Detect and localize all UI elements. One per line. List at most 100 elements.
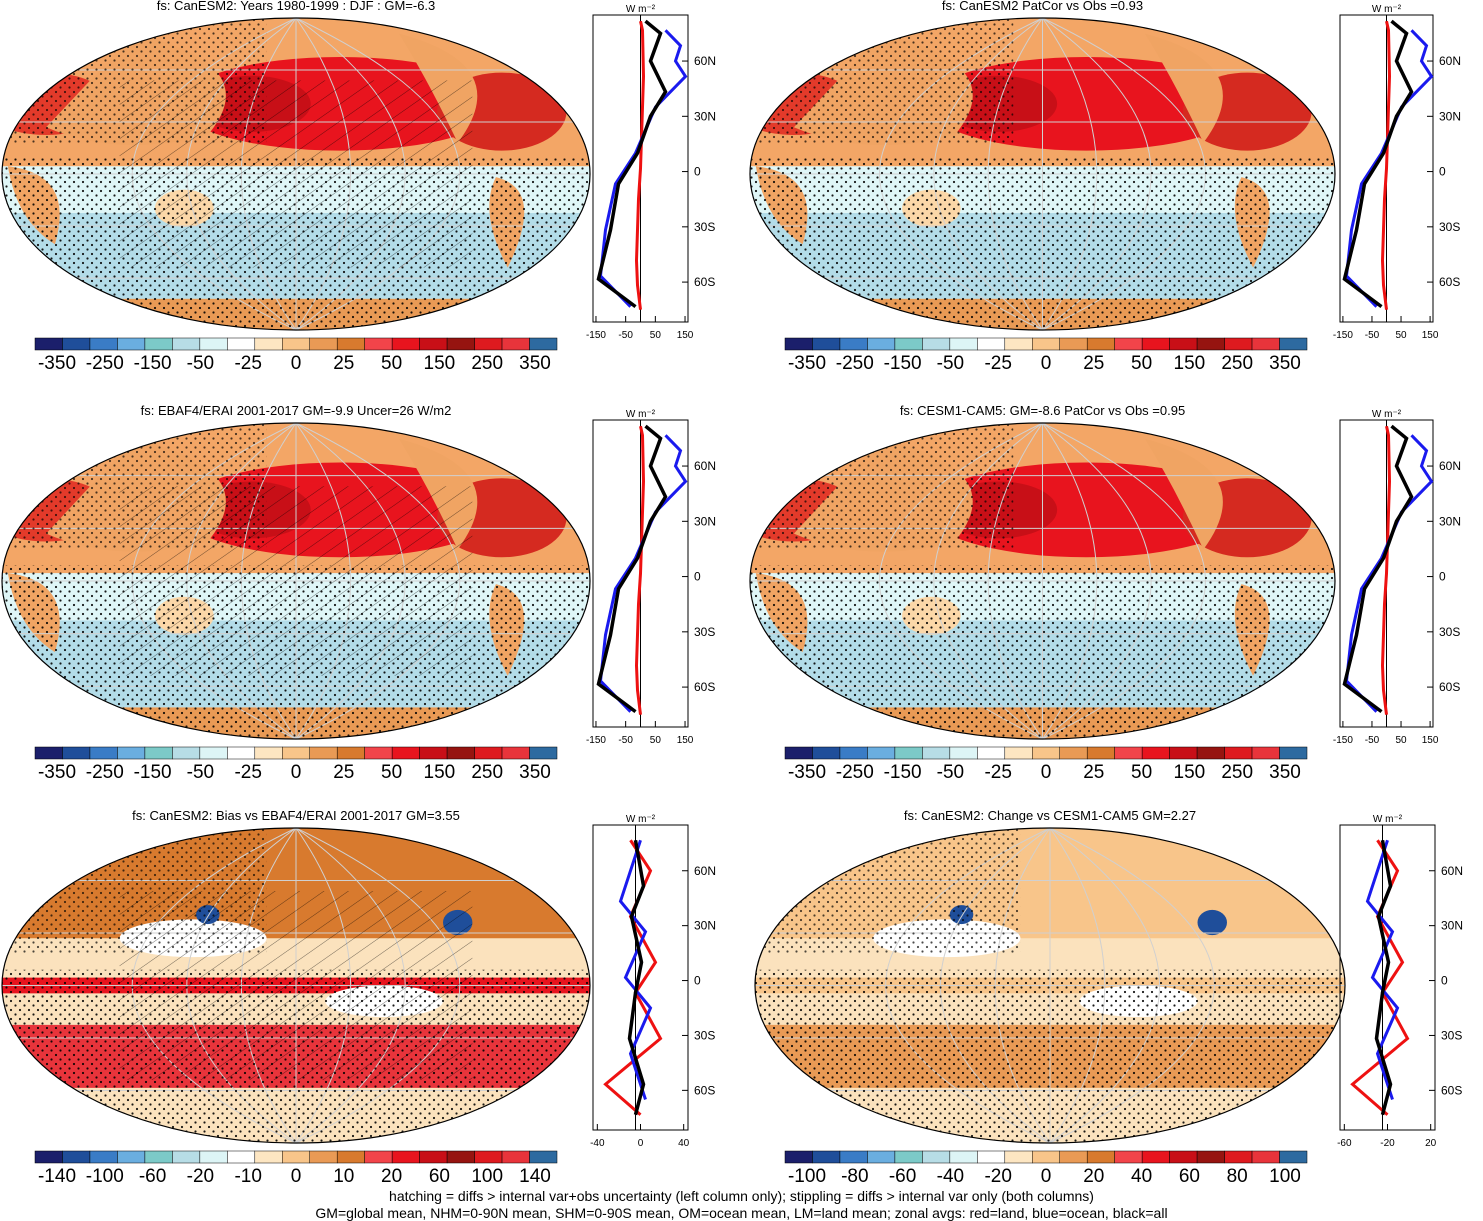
zonal-all-curve xyxy=(1342,19,1414,309)
colorbar-box xyxy=(1059,337,1088,351)
map-figure: 60N 30N 0 30S 60S W m⁻² -150 -50 50 150 xyxy=(749,4,1461,351)
colorbar-box xyxy=(1004,746,1033,760)
zonal-land-curve xyxy=(634,425,646,715)
colorbar-box xyxy=(227,746,256,760)
colorbar-tick-label: 250 xyxy=(1221,353,1254,374)
colorbar-tick-label: -60 xyxy=(138,1166,167,1187)
colorbar-tick-label: 60 xyxy=(428,1166,450,1187)
colorbar-box xyxy=(529,746,558,760)
colorbar-box xyxy=(336,746,365,760)
latitude-label: 30S xyxy=(1439,220,1460,234)
colorbar-box xyxy=(419,1150,448,1164)
map-field xyxy=(2,827,590,1143)
colorbar-tick-label: 350 xyxy=(519,353,551,374)
zonal-tick-label: 50 xyxy=(1395,735,1407,746)
latitude-label: 60S xyxy=(1439,680,1460,694)
zonal-mean-plot: 60N 30N 0 30S 60S W m⁻² -150 -50 50 150 xyxy=(1333,4,1461,341)
latitude-label: 60S xyxy=(694,680,715,694)
latitude-label: 30S xyxy=(694,1028,715,1042)
colorbar-box xyxy=(199,337,228,351)
colorbar-box xyxy=(1224,746,1253,760)
colorbar-box xyxy=(812,746,841,760)
latitude-label: 30S xyxy=(694,625,715,639)
colorbar-box xyxy=(172,1150,201,1164)
map-figure: 60N 30N 0 30S 60S W m⁻² -60 -20 20 xyxy=(754,814,1463,1164)
colorbar-tick-label: 50 xyxy=(381,762,403,783)
colorbar-box xyxy=(309,746,338,760)
colorbar-tick-label: 20 xyxy=(381,1166,403,1187)
zonal-tick-label: -50 xyxy=(618,330,633,341)
colorbar-tick-label: 25 xyxy=(1083,762,1105,783)
latitude-label: 60N xyxy=(694,459,716,473)
zonal-tick-label: 50 xyxy=(1395,330,1407,341)
colorbar-box xyxy=(89,337,118,351)
colorbar-box xyxy=(1279,1150,1308,1164)
colorbar-box xyxy=(1032,746,1060,760)
map-outline xyxy=(1,422,591,740)
colorbar-box xyxy=(949,1150,978,1164)
colorbar-tick-label: -350 xyxy=(787,762,827,783)
colorbar-box xyxy=(62,337,91,351)
colorbar-box xyxy=(1114,746,1143,760)
colorbar-box xyxy=(172,746,201,760)
map-outline xyxy=(1,17,591,331)
colorbar-tick-label: -25 xyxy=(984,762,1012,783)
latitude-label: 30S xyxy=(1439,625,1460,639)
colorbar-box xyxy=(1279,337,1308,351)
colorbar-tick-label: -80 xyxy=(841,1166,869,1187)
colorbar-tick-label: 20 xyxy=(1083,1166,1105,1187)
map-field xyxy=(755,827,1345,1143)
colorbar-box xyxy=(419,337,448,351)
colorbar-tick-label: -350 xyxy=(37,762,77,783)
colorbar-box xyxy=(227,1150,256,1164)
colorbar-box xyxy=(1169,337,1198,351)
colorbar-box xyxy=(839,746,868,760)
colorbar-tick-label: -50 xyxy=(186,353,215,374)
latitude-label: 60S xyxy=(1441,1083,1462,1097)
footer-line-1: hatching = diffs > internal var+obs unce… xyxy=(389,1188,1094,1204)
colorbar-box xyxy=(1196,746,1225,760)
zonal-tick-label: 150 xyxy=(1422,735,1439,746)
colorbar-box xyxy=(62,1150,91,1164)
zonal-tick-label: -50 xyxy=(618,735,633,746)
colorbar-box xyxy=(977,746,1006,760)
colorbar-tick-label: -25 xyxy=(984,353,1012,374)
colorbar xyxy=(34,337,558,351)
colorbar-tick-label: 0 xyxy=(290,1166,302,1187)
map-field xyxy=(750,17,1335,330)
colorbar-box xyxy=(784,337,813,351)
colorbar-box xyxy=(34,746,63,760)
zonal-tick-label: -150 xyxy=(1333,735,1353,746)
zonal-mean-plot: 60N 30N 0 30S 60S W m⁻² -40 0 40 xyxy=(590,814,716,1149)
colorbar-box xyxy=(117,746,146,760)
colorbar-tick-label: -250 xyxy=(85,762,124,783)
zonal-ocean-curve xyxy=(1365,839,1400,1100)
colorbar-labels: -350 -250 -150 -50 -25 0 25 50 150 250 350 xyxy=(745,353,1483,377)
colorbar-box xyxy=(199,746,228,760)
colorbar-tick-label: -100 xyxy=(787,1166,827,1187)
colorbar-box xyxy=(1032,337,1060,351)
colorbar-box xyxy=(254,337,283,351)
colorbar-tick-label: -250 xyxy=(835,353,874,374)
colorbar-box xyxy=(1251,1150,1280,1164)
colorbar-box xyxy=(391,746,420,760)
colorbar-tick-label: 100 xyxy=(1269,1166,1301,1187)
zonal-tick-label: 150 xyxy=(677,330,694,341)
latitude-label: 60S xyxy=(694,275,715,289)
colorbar-box xyxy=(336,1150,365,1164)
colorbar-box xyxy=(867,337,896,351)
colorbar-box xyxy=(336,337,365,351)
zonal-tick-label: 20 xyxy=(1425,1138,1437,1149)
colorbar-box xyxy=(474,746,503,760)
zonal-unit-label: W m⁻² xyxy=(1372,409,1402,420)
zonal-land-curve xyxy=(1380,20,1392,310)
colorbar-box xyxy=(529,337,558,351)
map-figure: 60N 30N 0 30S 60S W m⁻² -150 -50 50 150 xyxy=(749,409,1461,760)
colorbar-tick-label: 25 xyxy=(333,762,355,783)
zonal-tick-label: 50 xyxy=(650,330,662,341)
colorbar-tick-label: 80 xyxy=(1226,1166,1248,1187)
colorbar-box xyxy=(282,1150,310,1164)
colorbar-box xyxy=(501,746,530,760)
colorbar-box xyxy=(1196,337,1225,351)
map-title: fs: EBAF4/ERAI 2001-2017 GM=-9.9 Uncer=2… xyxy=(140,403,452,418)
